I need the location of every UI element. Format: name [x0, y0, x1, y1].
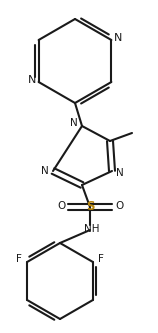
Text: O: O — [57, 201, 65, 211]
Text: NH: NH — [84, 224, 100, 234]
Text: O: O — [115, 201, 123, 211]
Text: N: N — [116, 168, 124, 178]
Text: S: S — [86, 200, 94, 213]
Text: F: F — [98, 254, 104, 264]
Text: N: N — [70, 118, 78, 128]
Text: F: F — [16, 254, 22, 264]
Text: N: N — [27, 75, 36, 85]
Text: N: N — [114, 33, 123, 43]
Text: N: N — [41, 166, 49, 176]
